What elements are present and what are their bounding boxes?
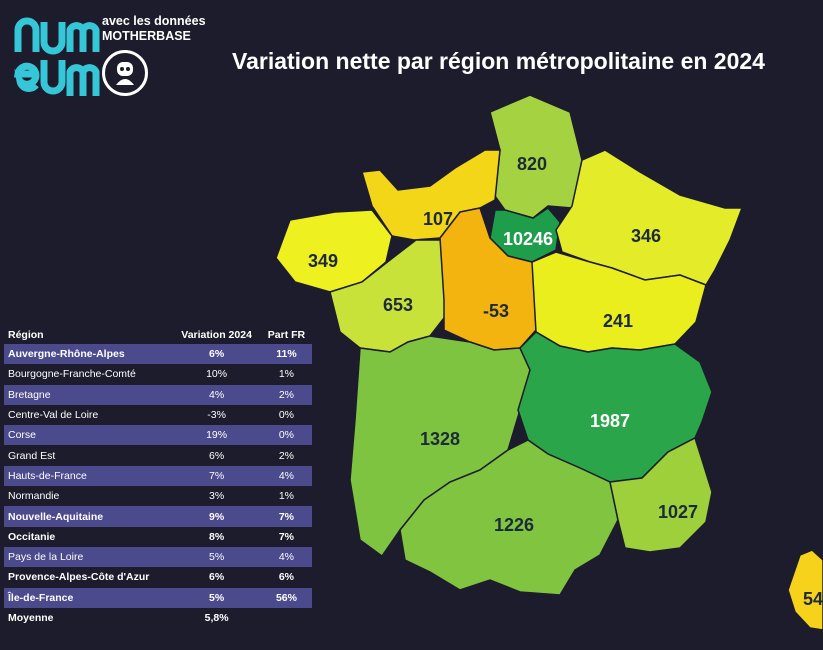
table-cell-variation: 3% xyxy=(172,486,261,507)
table-footer-row: Moyenne 5,8% xyxy=(4,607,312,629)
table-cell-variation: 9% xyxy=(172,506,261,527)
table-cell-part: 0% xyxy=(260,404,312,426)
table-cell-part: 7% xyxy=(260,526,312,547)
region-value-label: 1328 xyxy=(420,429,460,449)
table-cell-part: 0% xyxy=(260,425,312,446)
table-cell-variation: 5% xyxy=(172,546,261,568)
region-value-label: 346 xyxy=(631,226,661,246)
table-cell-region: Bretagne xyxy=(4,384,173,405)
robot-badge-icon xyxy=(102,50,148,96)
table-cell-variation: 4% xyxy=(172,384,261,405)
region-value-label: 107 xyxy=(423,209,453,229)
table-cell-variation: 5% xyxy=(172,587,261,608)
table-row: Nouvelle-Aquitaine 9% 7% xyxy=(4,506,312,527)
table-cell-variation: 6% xyxy=(172,344,261,365)
table-cell-region: Nouvelle-Aquitaine xyxy=(4,506,173,527)
table-row: Grand Est 6% 2% xyxy=(4,445,312,466)
footer-variation: 5,8% xyxy=(172,607,261,629)
table-cell-part: 11% xyxy=(260,344,312,365)
chart-title: Variation nette par région métropolitain… xyxy=(232,48,765,74)
table-cell-variation: 7% xyxy=(172,465,261,487)
table-row: Normandie 3% 1% xyxy=(4,486,312,507)
footer-part xyxy=(260,607,312,629)
region-normandie xyxy=(361,149,501,241)
numeum-logo xyxy=(14,17,100,96)
table-row: Pays de la Loire 5% 4% xyxy=(4,546,312,568)
table-row: Bretagne 4% 2% xyxy=(4,384,312,405)
table-cell-region: Bourgogne-Franche-Comté xyxy=(4,364,173,385)
logo-caption-line2: MOTHERBASE xyxy=(102,29,191,43)
table-cell-part: 4% xyxy=(260,465,312,487)
table-cell-region: Auvergne-Rhône-Alpes xyxy=(4,344,173,365)
table-cell-region: Centre-Val de Loire xyxy=(4,404,173,426)
region-value-label: 54 xyxy=(803,589,823,609)
table-cell-region: Pays de la Loire xyxy=(4,546,173,568)
table-cell-region: Normandie xyxy=(4,486,173,507)
table-row: Centre-Val de Loire -3% 0% xyxy=(4,404,312,426)
table-cell-part: 7% xyxy=(260,506,312,527)
region-value-label: 820 xyxy=(517,154,547,174)
table-cell-part: 6% xyxy=(260,567,312,588)
region-corse xyxy=(787,549,823,631)
table-cell-variation: 6% xyxy=(172,567,261,588)
table-cell-part: 4% xyxy=(260,546,312,568)
table-cell-region: Île-de-France xyxy=(4,587,173,608)
table-cell-region: Provence-Alpes-Côte d'Azur xyxy=(4,567,173,588)
table-row: Hauts-de-France 7% 4% xyxy=(4,465,312,487)
region-value-label: 241 xyxy=(603,311,633,331)
region-provence-alpes-cote-d-azur xyxy=(609,436,713,553)
table-cell-variation: 19% xyxy=(172,425,261,446)
table-cell-region: Corse xyxy=(4,425,173,446)
table-cell-part: 1% xyxy=(260,364,312,385)
table-cell-variation: 10% xyxy=(172,364,261,385)
table-row: Île-de-France 5% 56% xyxy=(4,587,312,608)
logo-caption: avec les données MOTHERBASE xyxy=(102,14,206,44)
table-cell-variation: 6% xyxy=(172,445,261,466)
table-cell-part: 2% xyxy=(260,445,312,466)
table-header-row: Région Variation 2024 Part FR xyxy=(4,326,312,344)
table-cell-variation: -3% xyxy=(172,404,261,426)
table-cell-region: Grand Est xyxy=(4,445,173,466)
region-value-label: 1987 xyxy=(590,411,630,431)
table-cell-part: 2% xyxy=(260,384,312,405)
footer-label: Moyenne xyxy=(4,607,173,629)
regions-table: Région Variation 2024 Part FR Auvergne-R… xyxy=(4,326,312,629)
table-cell-region: Hauts-de-France xyxy=(4,465,173,487)
region-value-label: 349 xyxy=(308,251,338,271)
table-cell-part: 56% xyxy=(260,587,312,608)
table-row: Occitanie 8% 7% xyxy=(4,526,312,547)
region-value-label: 10246 xyxy=(503,229,553,249)
table-row: Auvergne-Rhône-Alpes 6% 11% xyxy=(4,344,312,365)
logo-caption-line1: avec les données xyxy=(102,14,206,28)
table-cell-part: 1% xyxy=(260,486,312,507)
region-value-label: 1027 xyxy=(658,502,698,522)
table-cell-region: Occitanie xyxy=(4,526,173,547)
column-header-part: Part FR xyxy=(260,326,312,344)
table-row: Corse 19% 0% xyxy=(4,425,312,446)
region-value-label: -53 xyxy=(483,301,509,321)
table-row: Bourgogne-Franche-Comté 10% 1% xyxy=(4,364,312,385)
region-value-label: 653 xyxy=(383,295,413,315)
table-cell-variation: 8% xyxy=(172,526,261,547)
column-header-region: Région xyxy=(4,326,173,344)
column-header-variation: Variation 2024 xyxy=(172,326,261,344)
region-value-label: 1226 xyxy=(494,515,534,535)
table-row: Provence-Alpes-Côte d'Azur 6% 6% xyxy=(4,567,312,588)
